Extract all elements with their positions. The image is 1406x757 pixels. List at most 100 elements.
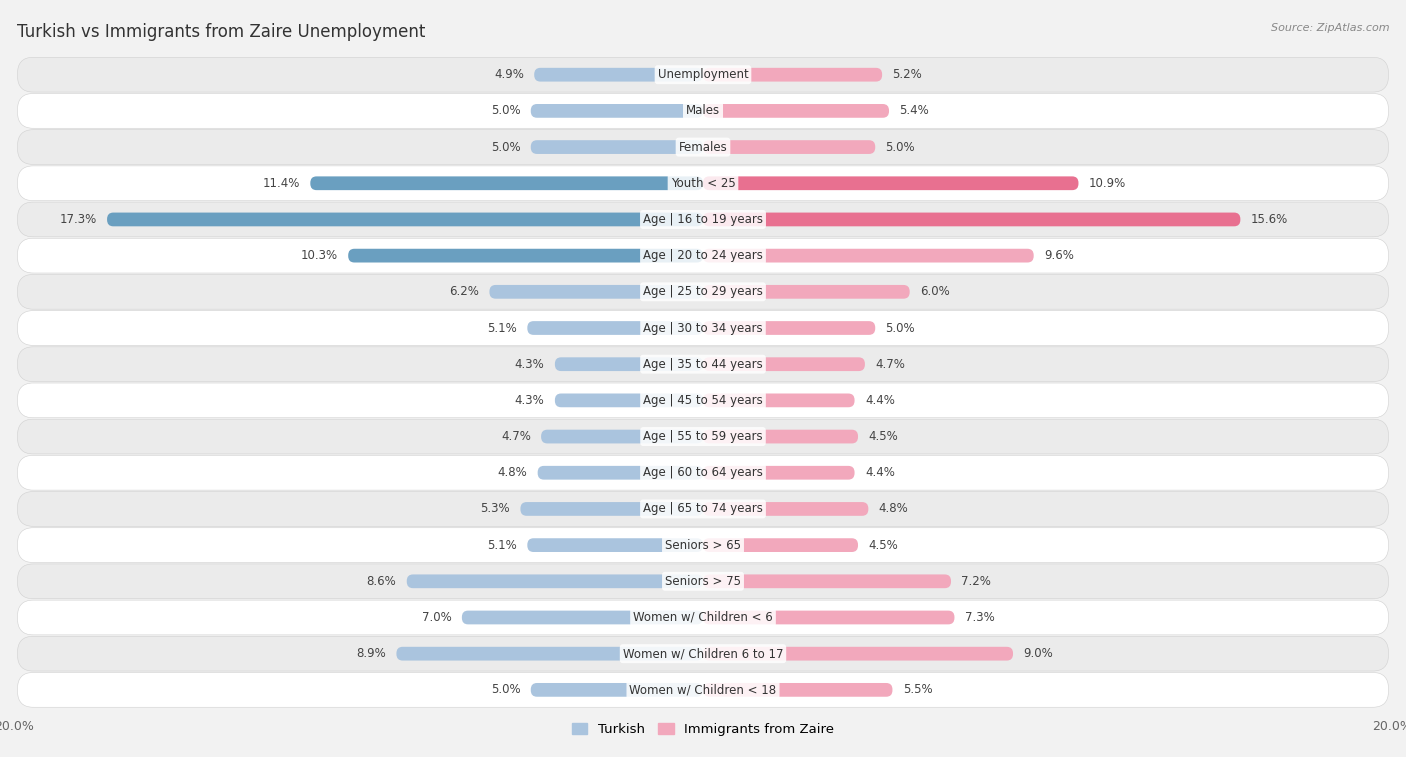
Text: Age | 20 to 24 years: Age | 20 to 24 years	[643, 249, 763, 262]
Text: Seniors > 75: Seniors > 75	[665, 575, 741, 587]
FancyBboxPatch shape	[555, 357, 703, 371]
FancyBboxPatch shape	[703, 538, 858, 552]
Text: Age | 60 to 64 years: Age | 60 to 64 years	[643, 466, 763, 479]
Text: 4.5%: 4.5%	[869, 430, 898, 443]
FancyBboxPatch shape	[527, 321, 703, 335]
FancyBboxPatch shape	[703, 466, 855, 480]
Text: 5.0%: 5.0%	[491, 141, 520, 154]
Text: 7.2%: 7.2%	[962, 575, 991, 587]
FancyBboxPatch shape	[17, 58, 1389, 92]
Text: Females: Females	[679, 141, 727, 154]
FancyBboxPatch shape	[396, 646, 703, 661]
Text: 10.9%: 10.9%	[1088, 177, 1126, 190]
Text: Women w/ Children < 6: Women w/ Children < 6	[633, 611, 773, 624]
Text: 6.0%: 6.0%	[920, 285, 950, 298]
Text: 7.3%: 7.3%	[965, 611, 994, 624]
FancyBboxPatch shape	[17, 275, 1389, 309]
FancyBboxPatch shape	[17, 202, 1389, 237]
Text: Youth < 25: Youth < 25	[671, 177, 735, 190]
FancyBboxPatch shape	[703, 357, 865, 371]
Text: 4.5%: 4.5%	[869, 539, 898, 552]
FancyBboxPatch shape	[17, 347, 1389, 382]
Text: 4.8%: 4.8%	[498, 466, 527, 479]
FancyBboxPatch shape	[541, 430, 703, 444]
FancyBboxPatch shape	[555, 394, 703, 407]
Text: 4.3%: 4.3%	[515, 394, 544, 407]
Text: Women w/ Children 6 to 17: Women w/ Children 6 to 17	[623, 647, 783, 660]
FancyBboxPatch shape	[489, 285, 703, 299]
FancyBboxPatch shape	[703, 68, 882, 82]
Text: 10.3%: 10.3%	[301, 249, 337, 262]
Text: 5.0%: 5.0%	[491, 684, 520, 696]
FancyBboxPatch shape	[703, 213, 1240, 226]
FancyBboxPatch shape	[17, 419, 1389, 454]
FancyBboxPatch shape	[527, 538, 703, 552]
FancyBboxPatch shape	[703, 285, 910, 299]
Text: 6.2%: 6.2%	[450, 285, 479, 298]
Text: Turkish vs Immigrants from Zaire Unemployment: Turkish vs Immigrants from Zaire Unemplo…	[17, 23, 425, 41]
Text: 7.0%: 7.0%	[422, 611, 451, 624]
FancyBboxPatch shape	[17, 637, 1389, 671]
Text: 5.4%: 5.4%	[900, 104, 929, 117]
Text: Unemployment: Unemployment	[658, 68, 748, 81]
FancyBboxPatch shape	[703, 394, 855, 407]
Text: 4.9%: 4.9%	[494, 68, 524, 81]
Text: Women w/ Children < 18: Women w/ Children < 18	[630, 684, 776, 696]
FancyBboxPatch shape	[531, 104, 703, 118]
FancyBboxPatch shape	[703, 646, 1012, 661]
FancyBboxPatch shape	[703, 611, 955, 625]
Text: 8.6%: 8.6%	[367, 575, 396, 587]
FancyBboxPatch shape	[17, 166, 1389, 201]
FancyBboxPatch shape	[703, 502, 869, 516]
FancyBboxPatch shape	[703, 249, 1033, 263]
Text: 4.4%: 4.4%	[865, 394, 894, 407]
Text: Males: Males	[686, 104, 720, 117]
FancyBboxPatch shape	[534, 68, 703, 82]
Text: 5.2%: 5.2%	[893, 68, 922, 81]
Text: 4.7%: 4.7%	[875, 358, 905, 371]
FancyBboxPatch shape	[703, 104, 889, 118]
FancyBboxPatch shape	[537, 466, 703, 480]
FancyBboxPatch shape	[406, 575, 703, 588]
Text: 5.0%: 5.0%	[491, 104, 520, 117]
Legend: Turkish, Immigrants from Zaire: Turkish, Immigrants from Zaire	[567, 717, 839, 741]
FancyBboxPatch shape	[703, 321, 875, 335]
FancyBboxPatch shape	[17, 310, 1389, 345]
FancyBboxPatch shape	[17, 456, 1389, 490]
FancyBboxPatch shape	[107, 213, 703, 226]
Text: Age | 65 to 74 years: Age | 65 to 74 years	[643, 503, 763, 516]
Text: 8.9%: 8.9%	[356, 647, 387, 660]
FancyBboxPatch shape	[349, 249, 703, 263]
FancyBboxPatch shape	[703, 575, 950, 588]
Text: 17.3%: 17.3%	[59, 213, 97, 226]
FancyBboxPatch shape	[17, 238, 1389, 273]
FancyBboxPatch shape	[703, 140, 875, 154]
FancyBboxPatch shape	[311, 176, 703, 190]
FancyBboxPatch shape	[17, 129, 1389, 164]
Text: 5.5%: 5.5%	[903, 684, 932, 696]
FancyBboxPatch shape	[520, 502, 703, 516]
Text: 11.4%: 11.4%	[263, 177, 299, 190]
Text: 5.1%: 5.1%	[488, 322, 517, 335]
Text: 5.3%: 5.3%	[481, 503, 510, 516]
FancyBboxPatch shape	[703, 430, 858, 444]
FancyBboxPatch shape	[17, 383, 1389, 418]
Text: 15.6%: 15.6%	[1251, 213, 1288, 226]
FancyBboxPatch shape	[17, 94, 1389, 128]
FancyBboxPatch shape	[703, 683, 893, 696]
Text: Age | 25 to 29 years: Age | 25 to 29 years	[643, 285, 763, 298]
Text: 4.4%: 4.4%	[865, 466, 894, 479]
Text: 9.0%: 9.0%	[1024, 647, 1053, 660]
Text: Seniors > 65: Seniors > 65	[665, 539, 741, 552]
Text: 4.7%: 4.7%	[501, 430, 531, 443]
Text: Age | 55 to 59 years: Age | 55 to 59 years	[643, 430, 763, 443]
Text: 4.8%: 4.8%	[879, 503, 908, 516]
FancyBboxPatch shape	[531, 140, 703, 154]
Text: 5.0%: 5.0%	[886, 141, 915, 154]
FancyBboxPatch shape	[17, 600, 1389, 635]
Text: 5.1%: 5.1%	[488, 539, 517, 552]
Text: Age | 35 to 44 years: Age | 35 to 44 years	[643, 358, 763, 371]
FancyBboxPatch shape	[17, 564, 1389, 599]
Text: 5.0%: 5.0%	[886, 322, 915, 335]
FancyBboxPatch shape	[17, 528, 1389, 562]
